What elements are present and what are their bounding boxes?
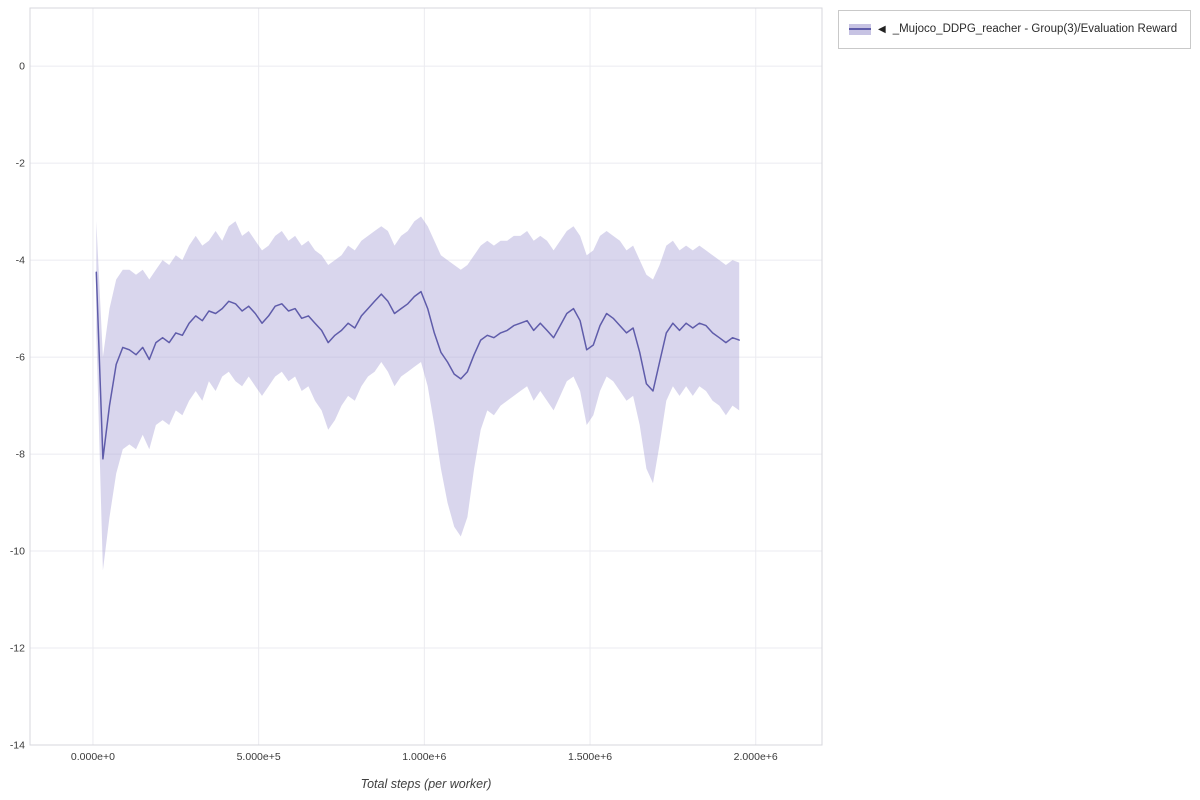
legend-swatch-icon: [849, 24, 871, 35]
y-tick-label: -14: [10, 740, 25, 752]
legend-swatch-line: [849, 28, 871, 30]
y-tick-label: -2: [16, 158, 25, 170]
y-tick-label: -6: [16, 352, 25, 364]
legend-item[interactable]: ◀ _Mujoco_DDPG_reacher - Group(3)/Evalua…: [849, 19, 1180, 40]
x-tick-label: 5.000e+5: [237, 751, 281, 763]
legend-series-label: _Mujoco_DDPG_reacher - Group(3)/Evaluati…: [892, 23, 1178, 35]
x-tick-label: 0.000e+0: [71, 751, 115, 763]
plot-border: [29, 7, 823, 746]
x-axis-title: Total steps (per worker): [360, 777, 492, 791]
x-tick-label: 2.000e+6: [734, 751, 778, 763]
y-tick-label: -8: [16, 449, 25, 461]
collapse-triangle-icon[interactable]: ◀: [878, 24, 886, 35]
y-tick-label: 0: [19, 61, 25, 73]
y-tick-label: -4: [16, 255, 25, 267]
y-tick-label: -10: [10, 546, 25, 558]
mean-line: [95, 271, 740, 460]
confidence-band: [96, 216, 740, 571]
x-tick-label: 1.000e+6: [402, 751, 446, 763]
x-tick-label: 1.500e+6: [568, 751, 612, 763]
y-tick-label: -12: [10, 643, 25, 655]
legend: ◀ _Mujoco_DDPG_reacher - Group(3)/Evalua…: [838, 10, 1191, 49]
